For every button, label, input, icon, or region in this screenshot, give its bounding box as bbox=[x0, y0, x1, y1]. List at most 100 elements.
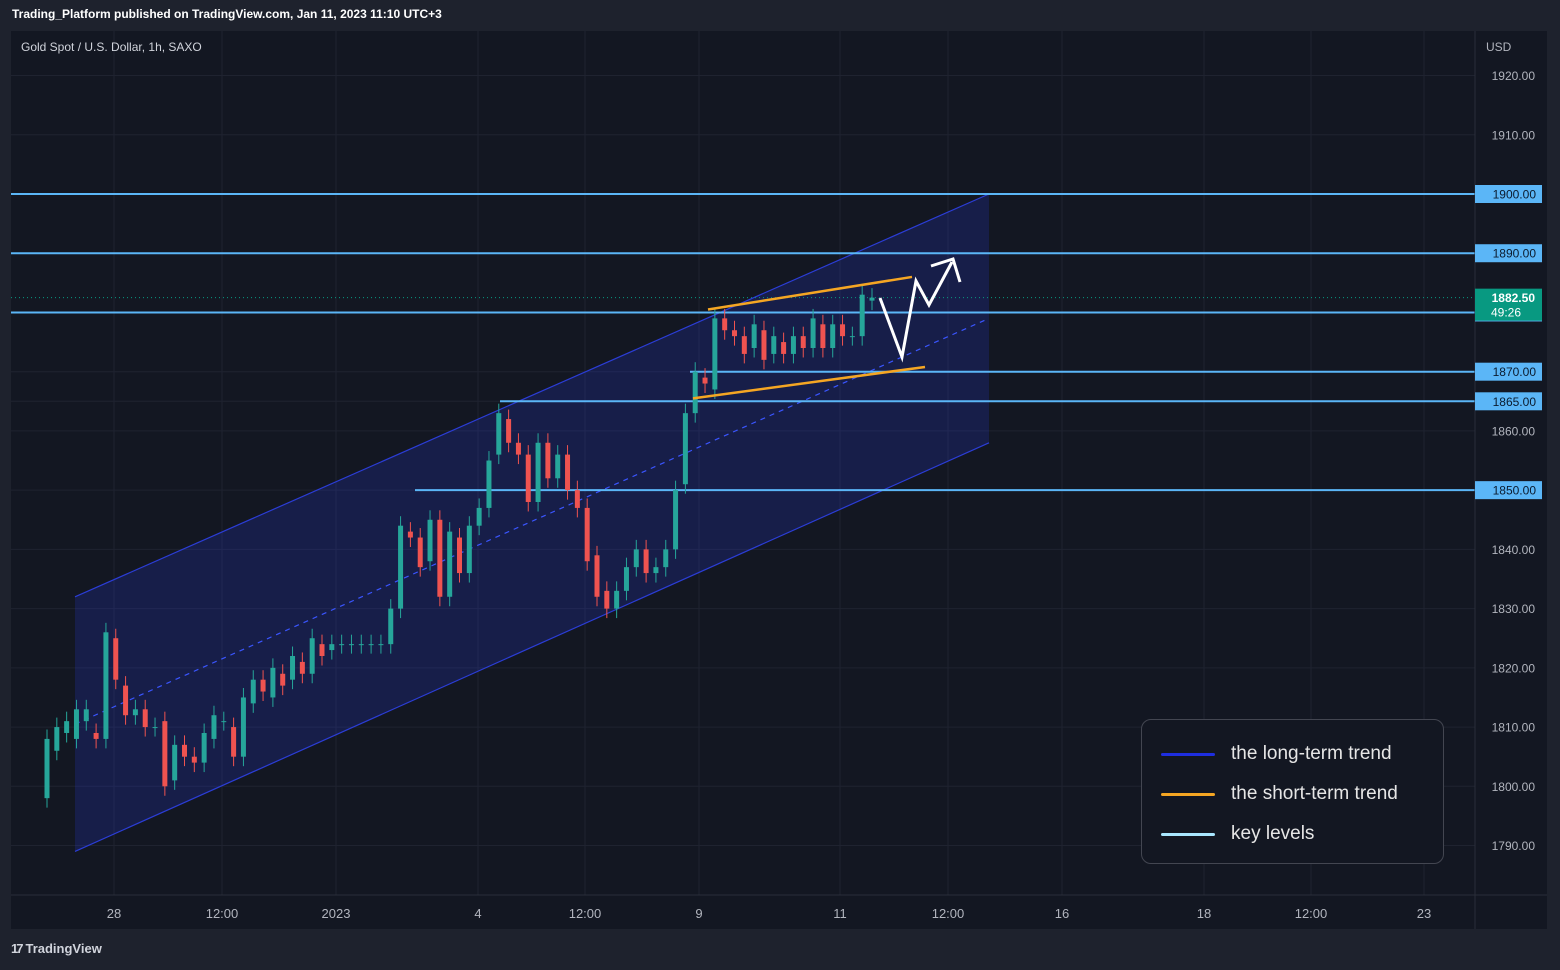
legend-item-long-term-trend: the long-term trend bbox=[1142, 734, 1443, 774]
candle-body bbox=[299, 661, 305, 674]
candle-body bbox=[830, 324, 836, 348]
candle-body bbox=[182, 744, 187, 757]
x-tick-label: 11 bbox=[833, 906, 847, 921]
candle-body bbox=[201, 732, 207, 763]
candle-body bbox=[348, 644, 354, 646]
candle-body bbox=[869, 297, 875, 301]
candle-body bbox=[398, 525, 404, 609]
price-level-badge bbox=[1475, 185, 1542, 203]
legend-label: the short-term trend bbox=[1231, 783, 1398, 804]
candle-body bbox=[378, 644, 384, 646]
candle-body bbox=[83, 709, 89, 722]
x-tick-label: 9 bbox=[695, 906, 702, 921]
candle-body bbox=[702, 377, 708, 384]
candle-body bbox=[633, 549, 639, 568]
candle-body bbox=[712, 318, 718, 390]
candle-body bbox=[211, 715, 217, 739]
publish-header: Trading_Platform published on TradingVie… bbox=[12, 7, 442, 21]
x-tick-label: 2023 bbox=[322, 906, 351, 921]
short-term-channel-lower[interactable] bbox=[692, 365, 926, 400]
candle-body bbox=[447, 531, 453, 597]
legend-label: key levels bbox=[1231, 823, 1315, 844]
candle-body bbox=[240, 697, 246, 757]
candle-body bbox=[692, 371, 698, 414]
candle-body bbox=[64, 721, 70, 733]
candle-body bbox=[358, 644, 364, 646]
candle-body bbox=[437, 519, 443, 597]
y-tick-label: 1865.00 bbox=[1493, 395, 1537, 409]
y-tick-label: 1860.00 bbox=[1492, 424, 1536, 438]
candle-body bbox=[771, 336, 777, 354]
short-term-channel-upper[interactable] bbox=[707, 275, 913, 311]
candle-body bbox=[682, 413, 688, 485]
last-price-badge bbox=[1475, 288, 1542, 321]
candle-body bbox=[417, 537, 423, 568]
long-term-channel-median bbox=[74, 317, 990, 725]
x-tick-label: 4 bbox=[474, 906, 481, 921]
candle-body bbox=[123, 685, 129, 716]
y-tick-label: 1900.00 bbox=[1493, 188, 1537, 202]
y-tick-label: 1790.00 bbox=[1492, 839, 1536, 853]
y-tick-label: 1800.00 bbox=[1492, 780, 1536, 794]
projection-arrowhead[interactable] bbox=[930, 257, 962, 283]
y-tick-label: 1810.00 bbox=[1492, 721, 1536, 735]
candle-body bbox=[732, 330, 737, 337]
candle-body bbox=[93, 732, 99, 739]
candle-body bbox=[250, 679, 256, 704]
candle-body bbox=[457, 537, 462, 574]
candle-body bbox=[162, 721, 168, 787]
candle-body bbox=[790, 336, 796, 354]
x-tick-label: 12:00 bbox=[569, 906, 602, 921]
x-tick-label: 12:00 bbox=[932, 906, 965, 921]
y-tick-label: 1840.00 bbox=[1492, 543, 1536, 557]
legend-item-short-term-trend: the short-term trend bbox=[1142, 774, 1443, 814]
candle-body bbox=[54, 727, 60, 751]
candle-body bbox=[584, 507, 590, 562]
candle-body bbox=[594, 555, 600, 597]
bar-countdown: 49:26 bbox=[1491, 306, 1521, 320]
candle-body bbox=[506, 419, 512, 443]
candle-body bbox=[368, 644, 374, 646]
currency-label: USD bbox=[1486, 40, 1512, 54]
candle-body bbox=[388, 608, 394, 645]
long-term-channel-fill bbox=[75, 194, 989, 852]
candle-body bbox=[172, 744, 178, 781]
candle-body bbox=[614, 590, 620, 609]
y-tick-label: 1890.00 bbox=[1493, 247, 1537, 261]
candle-body bbox=[191, 756, 197, 763]
legend-item-key-levels: key levels bbox=[1142, 814, 1443, 854]
candle-body bbox=[142, 709, 148, 728]
candle-body bbox=[339, 644, 345, 646]
candle-body bbox=[152, 727, 158, 729]
candle-body bbox=[574, 490, 580, 508]
candle-body bbox=[486, 460, 492, 508]
candle-body bbox=[44, 738, 50, 799]
candle-body bbox=[280, 673, 286, 686]
candle-body bbox=[849, 336, 855, 338]
candle-body bbox=[525, 454, 531, 502]
candle-body bbox=[535, 442, 541, 502]
candle-body bbox=[663, 549, 669, 568]
legend-swatch-long-term bbox=[1161, 752, 1215, 756]
candle-body bbox=[722, 318, 728, 331]
candle-body bbox=[260, 679, 266, 692]
candle-body bbox=[623, 567, 629, 591]
last-price-value: 1882.50 bbox=[1492, 291, 1536, 305]
candle-body bbox=[329, 644, 335, 651]
candle-body bbox=[319, 644, 325, 656]
x-tick-label: 12:00 bbox=[1295, 906, 1328, 921]
projection-path[interactable] bbox=[878, 261, 954, 363]
y-tick-label: 1820.00 bbox=[1492, 661, 1536, 675]
legend-swatch-short-term bbox=[1161, 792, 1215, 796]
candle-body bbox=[555, 454, 561, 479]
tradingview-logo[interactable]: 17 TradingView bbox=[11, 941, 102, 956]
symbol-title: Gold Spot / U.S. Dollar, 1h, SAXO bbox=[21, 40, 202, 54]
candle-body bbox=[820, 324, 826, 348]
y-tick-label: 1830.00 bbox=[1492, 602, 1536, 616]
x-tick-label: 28 bbox=[107, 906, 121, 921]
price-level-badge bbox=[1475, 362, 1542, 381]
y-tick-label: 1850.00 bbox=[1493, 484, 1537, 498]
x-tick-label: 23 bbox=[1417, 906, 1431, 921]
candle-body bbox=[113, 638, 119, 680]
